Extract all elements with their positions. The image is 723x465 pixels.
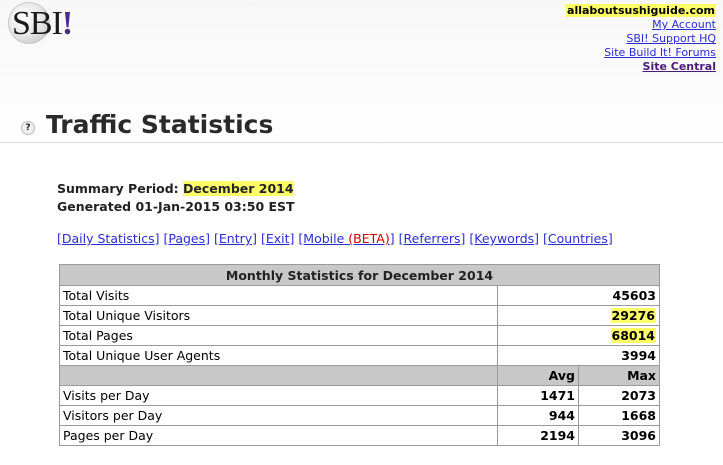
row-max: 3096 (578, 425, 660, 446)
subhead-spacer (59, 365, 498, 386)
row-avg: 2194 (497, 425, 579, 446)
nav-exit[interactable]: [Exit] (261, 231, 295, 246)
table-row: Visitors per Day 944 1668 (59, 405, 660, 426)
support-hq-link[interactable]: SBI! Support HQ (626, 32, 716, 45)
summary-block: Summary Period: December 2014 Generated … (57, 180, 295, 216)
row-label: Total Unique User Agents (59, 345, 498, 366)
logo-emblem (8, 2, 50, 44)
site-domain: allaboutsushiguide.com (566, 4, 716, 17)
logo-bang: ! (61, 5, 73, 42)
site-central-link[interactable]: Site Central (642, 60, 716, 73)
table-heading: Monthly Statistics for December 2014 (59, 264, 660, 286)
nav-pages[interactable]: [Pages] (163, 231, 211, 246)
avg-max-header-row: Avg Max (59, 365, 660, 386)
nav-keywords[interactable]: [Keywords] (469, 231, 540, 246)
row-max: 2073 (578, 385, 660, 406)
nav-mobile[interactable]: [Mobile (BETA)] (298, 231, 394, 246)
summary-period: Summary Period: December 2014 (57, 180, 295, 198)
title-divider (0, 142, 723, 143)
row-label: Total Unique Visitors (59, 305, 498, 326)
nav-referrers[interactable]: [Referrers] (398, 231, 466, 246)
my-account-link[interactable]: My Account (652, 18, 716, 31)
generated-timestamp: Generated 01-Jan-2015 03:50 EST (57, 199, 295, 214)
summary-period-value: December 2014 (183, 181, 294, 196)
table-row: Visits per Day 1471 2073 (59, 385, 660, 406)
row-avg: 944 (497, 405, 579, 426)
nav-mobile-beta: (BETA) (348, 231, 390, 246)
nav-countries[interactable]: [Countries] (543, 231, 613, 246)
row-value: 29276 (610, 308, 656, 323)
table-row: Total Pages 68014 (59, 325, 660, 346)
nav-mobile-close: ] (389, 231, 395, 246)
forums-link[interactable]: Site Build It! Forums (604, 46, 716, 59)
row-max: 1668 (578, 405, 660, 426)
max-column-header: Max (578, 365, 660, 386)
row-label: Visitors per Day (59, 405, 498, 426)
row-label: Total Pages (59, 325, 498, 346)
nav-entry[interactable]: [Entry] (214, 231, 258, 246)
row-avg: 1471 (497, 385, 579, 406)
table-header-row: Monthly Statistics for December 2014 (59, 264, 660, 286)
summary-period-label: Summary Period: (57, 181, 179, 196)
row-value: 68014 (610, 328, 656, 343)
row-label: Visits per Day (59, 385, 498, 406)
table-row: Pages per Day 2194 3096 (59, 425, 660, 446)
row-value-cell: 68014 (497, 325, 660, 346)
table-row: Total Unique Visitors 29276 (59, 305, 660, 326)
row-label: Total Visits (59, 285, 498, 306)
row-value: 3994 (497, 345, 660, 366)
account-links: allaboutsushiguide.com My Account SBI! S… (566, 4, 716, 74)
row-value: 45603 (497, 285, 660, 306)
monthly-stats-table: Monthly Statistics for December 2014 Tot… (59, 264, 660, 446)
nav-daily-statistics[interactable]: [Daily Statistics] (57, 231, 160, 246)
help-icon[interactable]: ? (21, 121, 35, 135)
table-row: Total Unique User Agents 3994 (59, 345, 660, 366)
table-row: Total Visits 45603 (59, 285, 660, 306)
logo-letters: SBI (12, 5, 63, 42)
row-label: Pages per Day (59, 425, 498, 446)
header-band (0, 0, 723, 145)
page-title: Traffic Statistics (46, 110, 274, 139)
sbi-logo[interactable]: SBI! (6, 2, 80, 46)
nav-mobile-label: [Mobile (298, 231, 345, 246)
stats-nav: [Daily Statistics] [Pages] [Entry] [Exit… (57, 231, 613, 247)
logo-text: SBI! (12, 5, 73, 42)
row-value-cell: 29276 (497, 305, 660, 326)
avg-column-header: Avg (497, 365, 579, 386)
